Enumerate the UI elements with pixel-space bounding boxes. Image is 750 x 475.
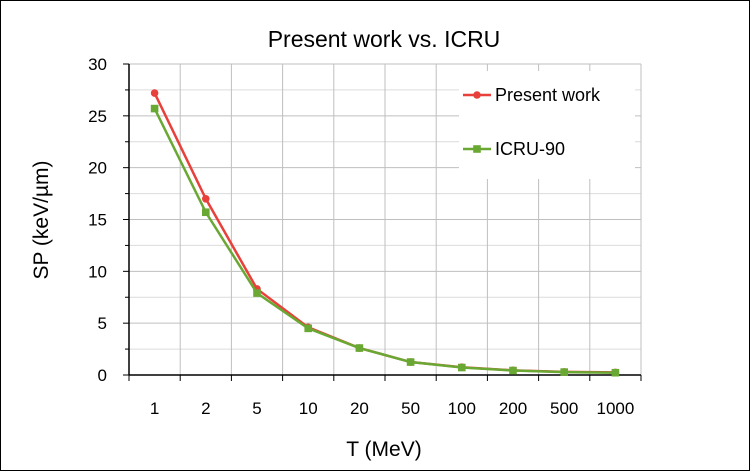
x-tick-label: 5: [252, 399, 261, 418]
data-point: [304, 324, 312, 333]
x-tick-label: 10: [299, 399, 318, 418]
x-tick-label: 1: [150, 399, 159, 418]
x-tick-label: 100: [448, 399, 476, 418]
legend-background: [459, 71, 635, 179]
data-point: [202, 194, 210, 203]
y-tick-label: 10: [88, 262, 107, 281]
x-tick-label: 200: [499, 399, 527, 418]
x-tick-label: 20: [350, 399, 369, 418]
y-tick-label: 20: [88, 159, 107, 178]
chart-title: Present work vs. ICRU: [268, 26, 501, 52]
legend-marker: [473, 145, 481, 153]
y-axis-title: SP (keV/µm): [30, 160, 53, 279]
x-tick-label: 2: [201, 399, 210, 418]
y-tick-label: 0: [98, 366, 107, 385]
data-point: [253, 289, 261, 297]
legend-label: ICRU-90: [495, 139, 565, 159]
data-point: [406, 358, 415, 366]
y-tick-label: 25: [88, 107, 107, 126]
series-line: [153, 108, 616, 374]
x-tick-label: 50: [401, 399, 420, 418]
x-tick-label: 1000: [596, 399, 634, 418]
data-point: [150, 89, 159, 97]
series-layer: [150, 89, 620, 377]
data-point: [150, 104, 159, 113]
y-tick-label: 30: [88, 55, 107, 74]
y-tick-label: 5: [98, 314, 107, 333]
legend-marker: [473, 91, 481, 99]
data-point: [560, 368, 568, 376]
legend: Present work ICRU-90: [459, 71, 635, 179]
data-point: [355, 344, 364, 352]
data-point: [202, 208, 210, 217]
x-axis-title: T (MeV): [346, 438, 421, 461]
data-point: [458, 363, 466, 372]
grid-layer: [129, 63, 642, 375]
x-tick-label: 500: [550, 399, 578, 418]
data-point: [611, 368, 620, 377]
data-point: [509, 366, 517, 375]
legend-label: Present work: [495, 85, 601, 105]
y-tick-label: 15: [88, 211, 107, 230]
